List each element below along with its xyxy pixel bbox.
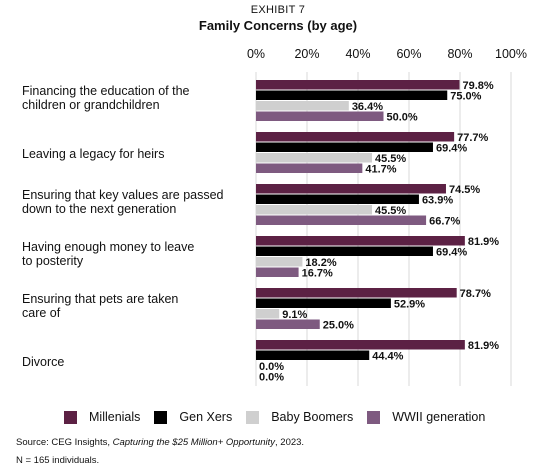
data-label: 77.7% — [457, 132, 488, 144]
x-tick-label: 80% — [447, 47, 472, 61]
category-label: Leaving a legacy for heirs — [22, 147, 164, 161]
data-label: 66.7% — [429, 216, 460, 228]
source-suffix: , 2023. — [275, 437, 305, 448]
data-label: 44.4% — [372, 351, 403, 363]
x-tick-label: 60% — [396, 47, 421, 61]
legend-swatch — [367, 410, 381, 424]
data-label: 74.5% — [449, 184, 480, 196]
category-label: down to the next generation — [22, 202, 176, 216]
category-label: Ensuring that key values are passed — [22, 188, 224, 202]
data-label: 50.0% — [387, 112, 418, 124]
bar — [256, 340, 465, 350]
legend-swatch — [246, 410, 260, 424]
x-tick-label: 0% — [247, 47, 265, 61]
category-label: Financing the education of the — [22, 84, 190, 98]
chart-title: Family Concerns (by age) — [198, 18, 358, 33]
data-label: 63.9% — [422, 195, 453, 207]
data-label: 69.4% — [436, 143, 467, 155]
legend-swatch — [64, 410, 77, 424]
data-label: 69.4% — [436, 247, 467, 259]
bar — [256, 194, 419, 204]
data-label: 52.9% — [394, 299, 425, 311]
bar — [256, 298, 391, 308]
legend-label: Gen Xers — [179, 410, 233, 424]
legend-item: WWII generation — [367, 410, 485, 424]
x-tick-label: 100% — [495, 47, 527, 61]
bar — [256, 319, 320, 329]
bar — [256, 288, 457, 298]
bar — [256, 90, 448, 100]
data-label: 18.2% — [305, 257, 336, 269]
bar — [256, 246, 433, 256]
legend-item: Millenials — [64, 410, 140, 424]
bar — [256, 215, 427, 225]
category-label: Ensuring that pets are taken — [22, 292, 178, 306]
data-label: 16.7% — [302, 268, 333, 280]
category-label: Divorce — [22, 355, 64, 369]
data-label: 81.9% — [468, 340, 499, 352]
legend-item: Gen Xers — [154, 410, 232, 424]
data-label: 45.5% — [375, 205, 406, 217]
bar — [256, 267, 299, 277]
category-label: Having enough money to leave — [22, 240, 194, 254]
bar — [256, 236, 465, 246]
bar — [256, 111, 384, 121]
data-label: 25.0% — [323, 320, 354, 332]
bar — [256, 184, 446, 194]
data-label: 45.5% — [375, 153, 406, 165]
bar — [256, 257, 303, 267]
legend: Millenials Gen Xers Baby Boomers WWII gener… — [64, 410, 499, 424]
category-label: to posterity — [22, 254, 84, 268]
data-label: 41.7% — [365, 164, 396, 176]
legend-item: Baby Boomers — [246, 410, 353, 424]
data-label: 78.7% — [460, 288, 491, 300]
bar — [256, 163, 363, 173]
bar — [256, 80, 460, 90]
data-label: 81.9% — [468, 236, 499, 248]
source-note: Source: CEG Insights, Capturing the $25 … — [16, 437, 304, 448]
bar — [256, 153, 373, 163]
data-label: 0.0% — [259, 361, 284, 373]
category-label: children or grandchildren — [22, 98, 160, 112]
data-label: 36.4% — [352, 101, 383, 113]
bar-chart: 0% 20% 40% 60% 80% 100% Financing the educatio… — [22, 47, 527, 386]
data-label: 9.1% — [282, 309, 307, 321]
bar — [256, 309, 280, 319]
bar — [256, 132, 455, 142]
bar — [256, 205, 373, 215]
legend-swatch — [154, 410, 168, 424]
data-label: 79.8% — [462, 80, 493, 92]
legend-label: Baby Boomers — [271, 410, 354, 424]
x-tick-label: 40% — [345, 47, 370, 61]
bar — [256, 350, 370, 360]
source-prefix: Source: CEG Insights, — [16, 437, 113, 448]
legend-label: WWII generation — [392, 410, 486, 424]
sample-size-note: N = 165 individuals. — [16, 455, 100, 466]
legend-label: Millenials — [89, 410, 141, 424]
bar — [256, 142, 433, 152]
exhibit-label: EXHIBIT 7 — [250, 4, 306, 16]
data-label: 0.0% — [259, 372, 284, 384]
category-label: care of — [22, 306, 61, 320]
bar — [256, 101, 349, 111]
source-title: Capturing the $25 Million+ Opportunity — [112, 437, 276, 448]
x-tick-label: 20% — [294, 47, 319, 61]
data-label: 75.0% — [450, 91, 481, 103]
